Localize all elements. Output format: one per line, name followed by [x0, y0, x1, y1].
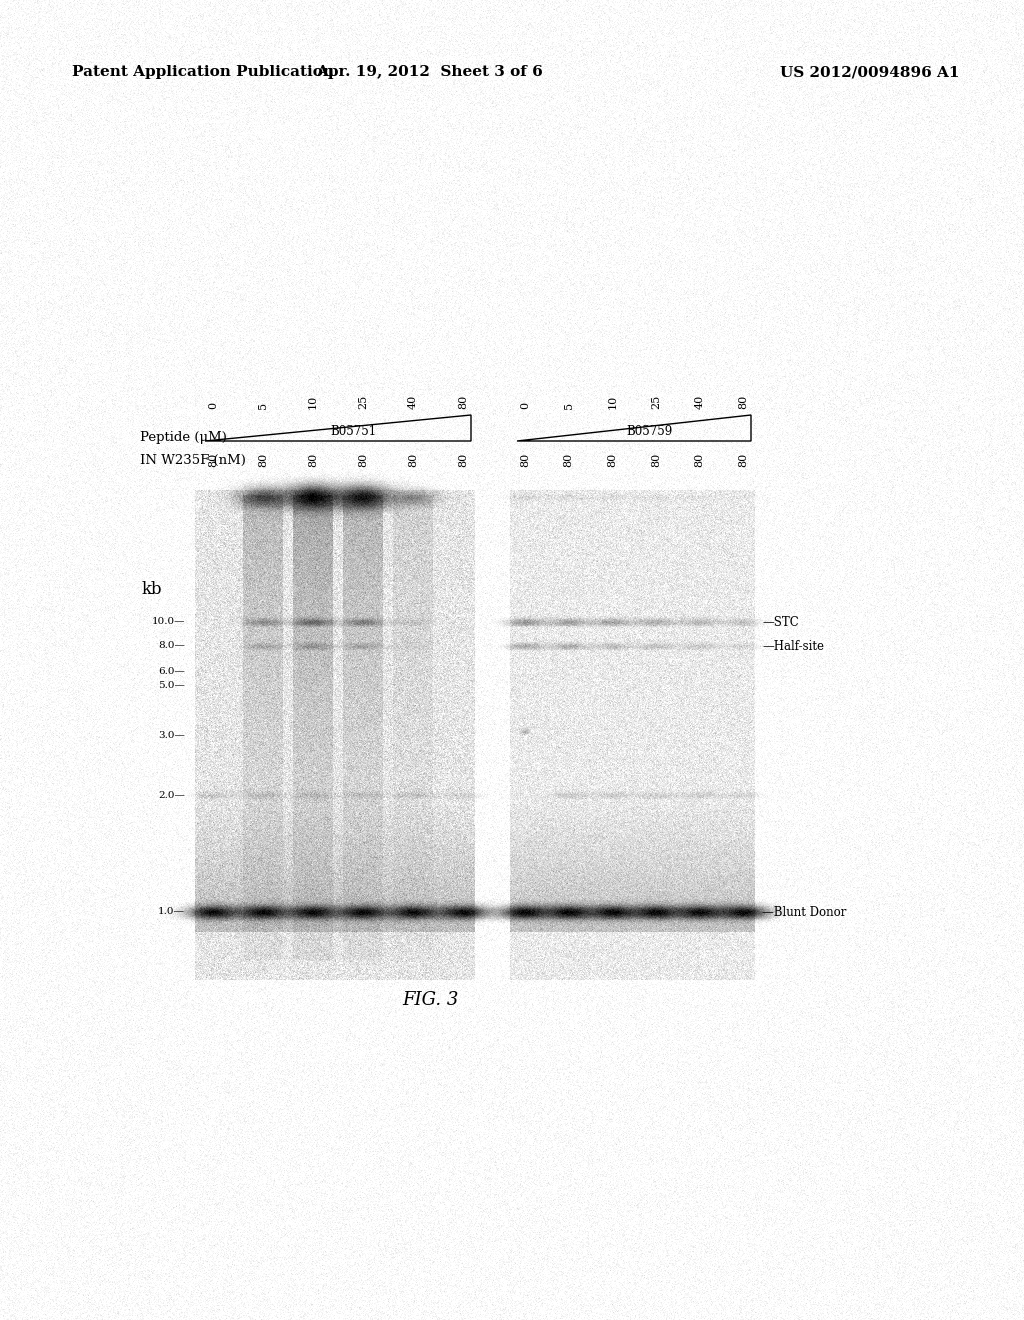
Text: 3.0—: 3.0— — [158, 731, 185, 741]
Text: 80: 80 — [308, 453, 318, 467]
Text: 80: 80 — [258, 453, 268, 467]
Text: 80: 80 — [208, 453, 218, 467]
Text: 5.0—: 5.0— — [158, 681, 185, 689]
Text: B05759: B05759 — [626, 425, 672, 438]
Text: 6.0—: 6.0— — [158, 668, 185, 676]
Text: 0: 0 — [520, 401, 530, 409]
Text: Apr. 19, 2012  Sheet 3 of 6: Apr. 19, 2012 Sheet 3 of 6 — [316, 65, 544, 79]
Text: 80: 80 — [651, 453, 660, 467]
Text: 0: 0 — [208, 401, 218, 409]
Text: 80: 80 — [458, 395, 468, 409]
Text: —STC: —STC — [762, 615, 799, 628]
Text: 80: 80 — [458, 453, 468, 467]
Text: 80: 80 — [607, 453, 617, 467]
Text: Apr. 19, 2012  Sheet 3 of 6: Apr. 19, 2012 Sheet 3 of 6 — [316, 65, 544, 79]
Text: FIG. 3: FIG. 3 — [401, 991, 458, 1008]
Text: 25: 25 — [651, 395, 660, 409]
Text: 80: 80 — [563, 453, 573, 467]
Text: 80: 80 — [520, 453, 530, 467]
Text: kb: kb — [141, 582, 163, 598]
Text: 25: 25 — [358, 395, 368, 409]
Text: —Half-site: —Half-site — [762, 639, 824, 652]
Text: 80: 80 — [738, 395, 748, 409]
Text: Patent Application Publication: Patent Application Publication — [72, 65, 334, 79]
Text: Patent Application Publication: Patent Application Publication — [72, 65, 334, 79]
Text: 80: 80 — [694, 453, 705, 467]
Text: 10.0—: 10.0— — [152, 618, 185, 627]
Text: 80: 80 — [738, 453, 748, 467]
Text: 1.0—: 1.0— — [158, 908, 185, 916]
Text: 2.0—: 2.0— — [158, 791, 185, 800]
Text: US 2012/0094896 A1: US 2012/0094896 A1 — [780, 65, 961, 79]
Text: 8.0—: 8.0— — [158, 642, 185, 651]
Text: IN W235F (nM): IN W235F (nM) — [140, 454, 246, 466]
Text: 10: 10 — [607, 395, 617, 409]
Text: US 2012/0094896 A1: US 2012/0094896 A1 — [780, 65, 961, 79]
Text: Peptide (μM): Peptide (μM) — [140, 430, 227, 444]
Text: 10: 10 — [308, 395, 318, 409]
Text: 40: 40 — [408, 395, 418, 409]
Text: B05751: B05751 — [330, 425, 376, 438]
Text: 40: 40 — [694, 395, 705, 409]
Text: 5: 5 — [563, 401, 573, 409]
Text: 80: 80 — [358, 453, 368, 467]
Text: —Blunt Donor: —Blunt Donor — [762, 906, 847, 919]
Text: 80: 80 — [408, 453, 418, 467]
Text: 5: 5 — [258, 401, 268, 409]
